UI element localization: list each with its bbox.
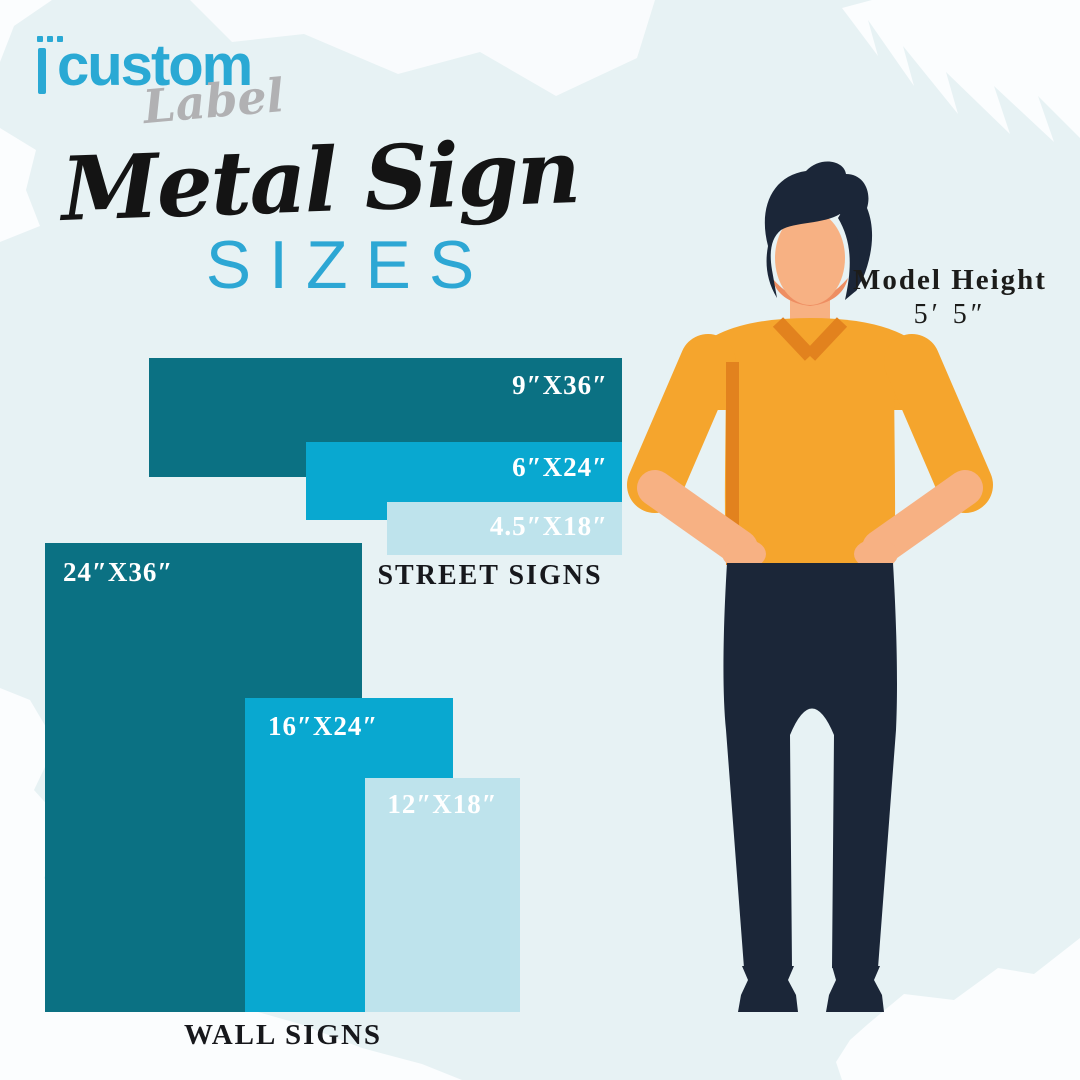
model-hand-right bbox=[854, 539, 898, 569]
wall-sign-12x18: 12″X18″ bbox=[365, 778, 520, 1012]
sign-size-label: 12″X18″ bbox=[387, 789, 498, 819]
model-shoe-right bbox=[826, 966, 884, 1012]
sign-size-label: 24″X36″ bbox=[63, 557, 174, 587]
logo-script-word: Label bbox=[140, 67, 287, 135]
model-hand-left bbox=[722, 539, 766, 569]
model-pants bbox=[723, 563, 897, 968]
page-title-caps: SIZES bbox=[205, 227, 493, 303]
model-hair bbox=[764, 161, 873, 298]
model-shoe-left bbox=[738, 966, 798, 1012]
sign-size-label: 16″X24″ bbox=[268, 711, 379, 741]
sign-size-label: 6″X24″ bbox=[512, 452, 608, 482]
wall-signs-caption: WALL SIGNS bbox=[183, 1019, 383, 1051]
sign-size-label: 9″X36″ bbox=[512, 370, 608, 400]
street-signs-caption: STREET SIGNS bbox=[377, 560, 603, 591]
logo-i-dots-icon bbox=[37, 36, 63, 42]
model-shirt-seam bbox=[726, 362, 739, 565]
model-height-label: Model Height bbox=[853, 264, 1047, 296]
model-figure bbox=[627, 161, 993, 1012]
model-forearm-right bbox=[862, 470, 983, 566]
sign-size-label: 4.5″X18″ bbox=[489, 511, 608, 541]
logo-i-stem-icon bbox=[38, 48, 46, 94]
brand-logo: custom Label bbox=[35, 30, 335, 140]
model-height-value: 5′ 5″ bbox=[913, 299, 987, 330]
model-height-note: Model Height 5′ 5″ bbox=[840, 264, 1060, 331]
logo-wordmark: custom bbox=[57, 33, 253, 98]
street-sign-4.5x18: 4.5″X18″ bbox=[387, 502, 622, 555]
model-face bbox=[775, 211, 845, 305]
model-forearm-left bbox=[637, 470, 758, 566]
page-title-script: Metal Sign bbox=[59, 118, 581, 242]
